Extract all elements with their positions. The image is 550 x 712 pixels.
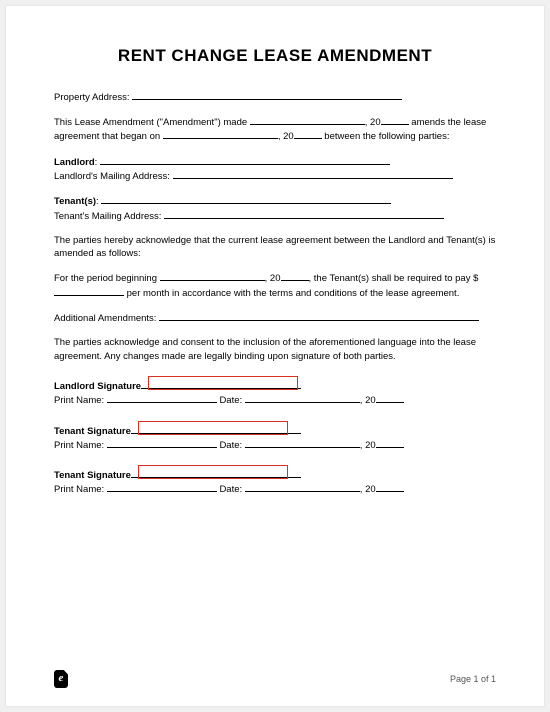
- additional-blank[interactable]: [159, 311, 479, 321]
- period-year-blank[interactable]: [281, 271, 309, 281]
- document-title: RENT CHANGE LEASE AMENDMENT: [54, 44, 496, 68]
- tenant2-signature-line[interactable]: [131, 468, 301, 478]
- tenant-mailing-label: Tenant's Mailing Address:: [54, 211, 161, 222]
- period-text-4: per month in accordance with the terms a…: [124, 288, 459, 299]
- document-page: RENT CHANGE LEASE AMENDMENT Property Add…: [6, 6, 544, 706]
- landlord-mailing-label: Landlord's Mailing Address:: [54, 171, 170, 182]
- amendment-date-blank[interactable]: [250, 115, 365, 125]
- landlord-label: Landlord: [54, 157, 95, 168]
- tenant-label: Tenant(s): [54, 196, 96, 207]
- tenant-name-blank[interactable]: [101, 194, 391, 204]
- year-prefix: , 20: [360, 440, 376, 451]
- tenant2-print-blank[interactable]: [107, 482, 217, 492]
- tenant-mailing-blank[interactable]: [164, 209, 444, 219]
- additional-label: Additional Amendments:: [54, 313, 156, 324]
- date-label: Date:: [219, 395, 242, 406]
- landlord-mailing-blank[interactable]: [173, 169, 453, 179]
- tenant2-date-blank[interactable]: [245, 482, 360, 492]
- tenant-block: Tenant(s): Tenant's Mailing Address:: [54, 194, 496, 223]
- year-prefix: , 20: [360, 484, 376, 495]
- tenant2-year-blank[interactable]: [376, 482, 404, 492]
- page-footer: Page 1 of 1: [54, 670, 496, 688]
- landlord-block: Landlord: Landlord's Mailing Address:: [54, 155, 496, 184]
- landlord-name-blank[interactable]: [100, 155, 390, 165]
- additional-amendments-line: Additional Amendments:: [54, 311, 496, 325]
- tenant-signature-block-1: Tenant Signature Print Name: Date: , 20: [54, 424, 496, 453]
- intro-text-5: between the following parties:: [322, 131, 450, 142]
- period-date-blank[interactable]: [160, 271, 265, 281]
- tenant-signature-block-2: Tenant Signature Print Name: Date: , 20: [54, 468, 496, 497]
- date-label: Date:: [219, 440, 242, 451]
- period-text-2: , 20: [265, 273, 281, 284]
- property-address-line: Property Address:: [54, 90, 496, 104]
- landlord-signature-line[interactable]: [141, 379, 301, 389]
- landlord-signature-label: Landlord Signature: [54, 381, 141, 392]
- tenant2-signature-label: Tenant Signature: [54, 470, 131, 481]
- tenant1-signature-line[interactable]: [131, 424, 301, 434]
- print-name-label: Print Name:: [54, 484, 104, 495]
- brand-logo-icon: [54, 670, 68, 688]
- tenant1-signature-label: Tenant Signature: [54, 426, 131, 437]
- property-address-blank[interactable]: [132, 90, 402, 100]
- print-name-label: Print Name:: [54, 440, 104, 451]
- tenant1-year-blank[interactable]: [376, 438, 404, 448]
- lease-began-blank[interactable]: [163, 129, 278, 139]
- period-paragraph: For the period beginning , 20 , the Tenan…: [54, 271, 496, 300]
- period-text-1: For the period beginning: [54, 273, 160, 284]
- date-label: Date:: [219, 484, 242, 495]
- consent-paragraph: The parties acknowledge and consent to t…: [54, 336, 496, 363]
- landlord-print-blank[interactable]: [107, 393, 217, 403]
- intro-text-4: , 20: [278, 131, 294, 142]
- tenant1-print-blank[interactable]: [107, 438, 217, 448]
- intro-text-2: , 20: [365, 117, 381, 128]
- page-number: Page 1 of 1: [450, 673, 496, 686]
- property-address-label: Property Address:: [54, 92, 130, 103]
- intro-text-1: This Lease Amendment ("Amendment") made: [54, 117, 250, 128]
- lease-began-year-blank[interactable]: [294, 129, 322, 139]
- acknowledge-paragraph: The parties hereby acknowledge that the …: [54, 234, 496, 261]
- print-name-label: Print Name:: [54, 395, 104, 406]
- landlord-year-blank[interactable]: [376, 393, 404, 403]
- intro-paragraph: This Lease Amendment ("Amendment") made …: [54, 115, 496, 144]
- landlord-signature-block: Landlord Signature Print Name: Date: , 2…: [54, 379, 496, 408]
- amendment-year-blank[interactable]: [381, 115, 409, 125]
- tenant1-date-blank[interactable]: [245, 438, 360, 448]
- amount-blank[interactable]: [54, 286, 124, 296]
- year-prefix: , 20: [360, 395, 376, 406]
- landlord-date-blank[interactable]: [245, 393, 360, 403]
- period-text-3: , the Tenant(s) shall be required to pay…: [309, 273, 479, 284]
